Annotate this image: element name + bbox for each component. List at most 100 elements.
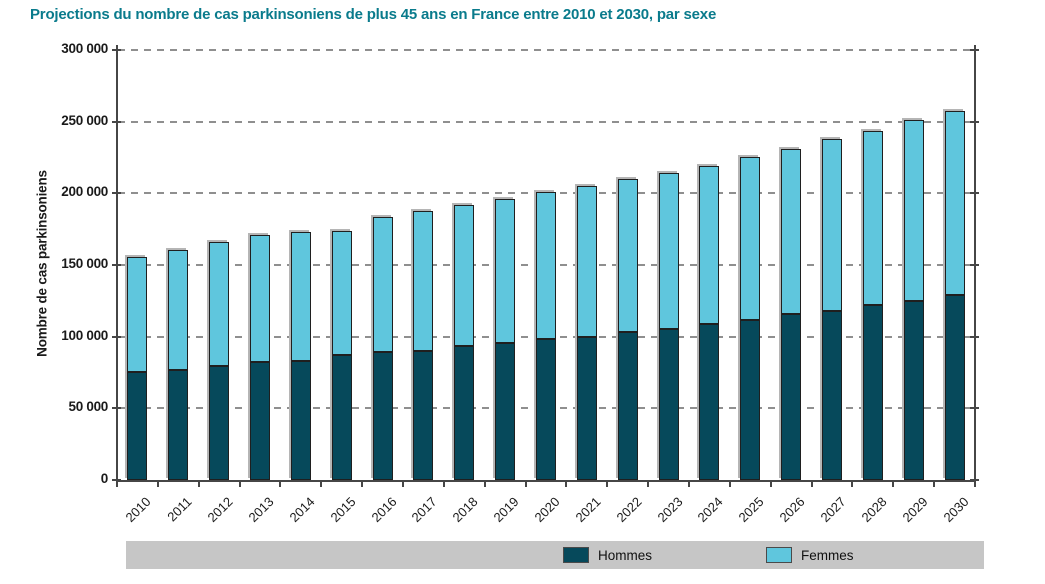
bar-segment-hommes-2026: [781, 314, 802, 480]
bar-segment-hommes-2017: [413, 350, 434, 480]
x-tick-mark: [933, 480, 936, 487]
legend: Hommes Femmes: [126, 541, 984, 569]
bar-segment-femmes-2021: [576, 186, 597, 338]
bar-segment-hommes-2028: [862, 305, 883, 480]
bar-2022: [617, 179, 638, 480]
y-tick-mark-right: [970, 120, 979, 123]
legend-swatch-hommes: [563, 547, 589, 563]
bar-2018: [454, 204, 475, 480]
y-tick-mark-left: [112, 264, 121, 266]
bar-segment-hommes-2030: [944, 295, 965, 480]
bar-segment-femmes-2025: [740, 156, 761, 321]
y-tick-label: 50 000: [68, 399, 109, 415]
x-tick-mark: [361, 480, 364, 487]
y-tick-label: 200 000: [61, 184, 108, 200]
bar-segment-femmes-2030: [944, 110, 965, 296]
x-axis-label: 2020: [531, 494, 563, 526]
bar-segment-hommes-2025: [740, 320, 761, 480]
bar-2030: [944, 110, 965, 480]
bar-segment-femmes-2026: [781, 148, 802, 315]
bar-2023: [658, 173, 679, 480]
bar-2012: [209, 242, 230, 480]
x-axis-label: 2012: [204, 494, 236, 526]
y-tick-mark-right: [970, 49, 979, 51]
bar-segment-hommes-2023: [658, 328, 679, 480]
bar-segment-hommes-2015: [331, 354, 352, 480]
bar-segment-femmes-2029: [903, 120, 924, 301]
y-tick-mark-right: [970, 192, 979, 195]
bar-segment-femmes-2012: [209, 242, 230, 367]
chart-title: Projections du nombre de cas parkinsonie…: [30, 6, 717, 23]
gridline-250000: [118, 120, 974, 123]
bar-2013: [250, 234, 270, 480]
bar-2017: [413, 210, 434, 480]
bar-segment-hommes-2019: [495, 343, 516, 480]
x-axis-label: 2025: [735, 494, 767, 526]
y-tick-mark-right: [970, 407, 979, 410]
legend-item-femmes: Femmes: [766, 541, 854, 569]
x-axis-label: 2023: [654, 494, 686, 526]
legend-label-femmes: Femmes: [801, 547, 854, 563]
x-tick-mark: [320, 480, 323, 487]
bar-2019: [495, 199, 516, 480]
bar-segment-hommes-2029: [903, 300, 924, 480]
bar-segment-femmes-2027: [822, 138, 842, 311]
bar-2026: [781, 148, 802, 480]
bar-2011: [168, 249, 189, 480]
x-axis-label: 2019: [490, 494, 522, 526]
bar-segment-femmes-2014: [290, 232, 311, 362]
x-tick-mark: [851, 480, 854, 487]
bar-segment-femmes-2020: [536, 191, 556, 339]
bar-2025: [740, 156, 761, 480]
x-tick-mark: [688, 480, 690, 487]
bar-segment-femmes-2017: [413, 210, 434, 351]
y-axis-line-left: [116, 45, 118, 482]
bar-2014: [290, 232, 311, 480]
y-tick-label: 150 000: [61, 256, 108, 271]
bar-2015: [331, 230, 352, 480]
x-axis-label: 2022: [613, 494, 645, 526]
x-tick-mark: [483, 480, 486, 487]
y-tick-mark-left: [112, 49, 121, 51]
bar-segment-femmes-2016: [372, 216, 393, 352]
x-tick-mark: [524, 480, 527, 487]
x-tick-mark: [197, 480, 200, 487]
x-axis-label: 2011: [164, 494, 195, 525]
bar-segment-femmes-2019: [495, 199, 516, 344]
bar-segment-femmes-2010: [127, 257, 148, 373]
x-axis-line: [116, 480, 976, 482]
x-axis-label: 2028: [858, 494, 890, 526]
y-axis-line-right: [974, 45, 976, 482]
y-tick-mark-right: [970, 335, 979, 338]
bar-2020: [536, 191, 556, 480]
y-tick-mark-left: [112, 192, 121, 195]
bar-segment-hommes-2027: [822, 310, 842, 480]
x-tick-mark: [402, 480, 404, 487]
bar-segment-hommes-2010: [127, 372, 148, 480]
bar-2029: [903, 120, 924, 480]
bar-segment-hommes-2013: [250, 362, 270, 480]
x-axis-label: 2014: [286, 494, 318, 526]
y-tick-mark-left: [112, 407, 121, 410]
x-tick-mark: [810, 480, 813, 487]
bar-segment-femmes-2023: [658, 173, 679, 329]
bar-segment-hommes-2024: [699, 323, 720, 480]
bar-segment-hommes-2012: [209, 366, 230, 480]
bar-2021: [576, 186, 597, 480]
bar-segment-femmes-2028: [862, 130, 883, 306]
x-axis-label: 2030: [940, 494, 972, 526]
bar-2027: [822, 138, 842, 480]
legend-label-hommes: Hommes: [598, 547, 653, 563]
x-axis-label: 2010: [122, 494, 155, 526]
gridline-300000: [118, 49, 974, 51]
bar-segment-femmes-2015: [331, 230, 352, 355]
bar-segment-hommes-2022: [617, 332, 638, 480]
y-tick-label: 0: [100, 471, 109, 486]
x-axis-label: 2016: [368, 494, 400, 526]
x-tick-mark: [606, 480, 609, 487]
x-tick-mark: [279, 480, 282, 487]
bar-segment-hommes-2014: [290, 361, 311, 480]
y-tick-mark-left: [112, 120, 121, 123]
legend-swatch-femmes: [766, 547, 792, 563]
